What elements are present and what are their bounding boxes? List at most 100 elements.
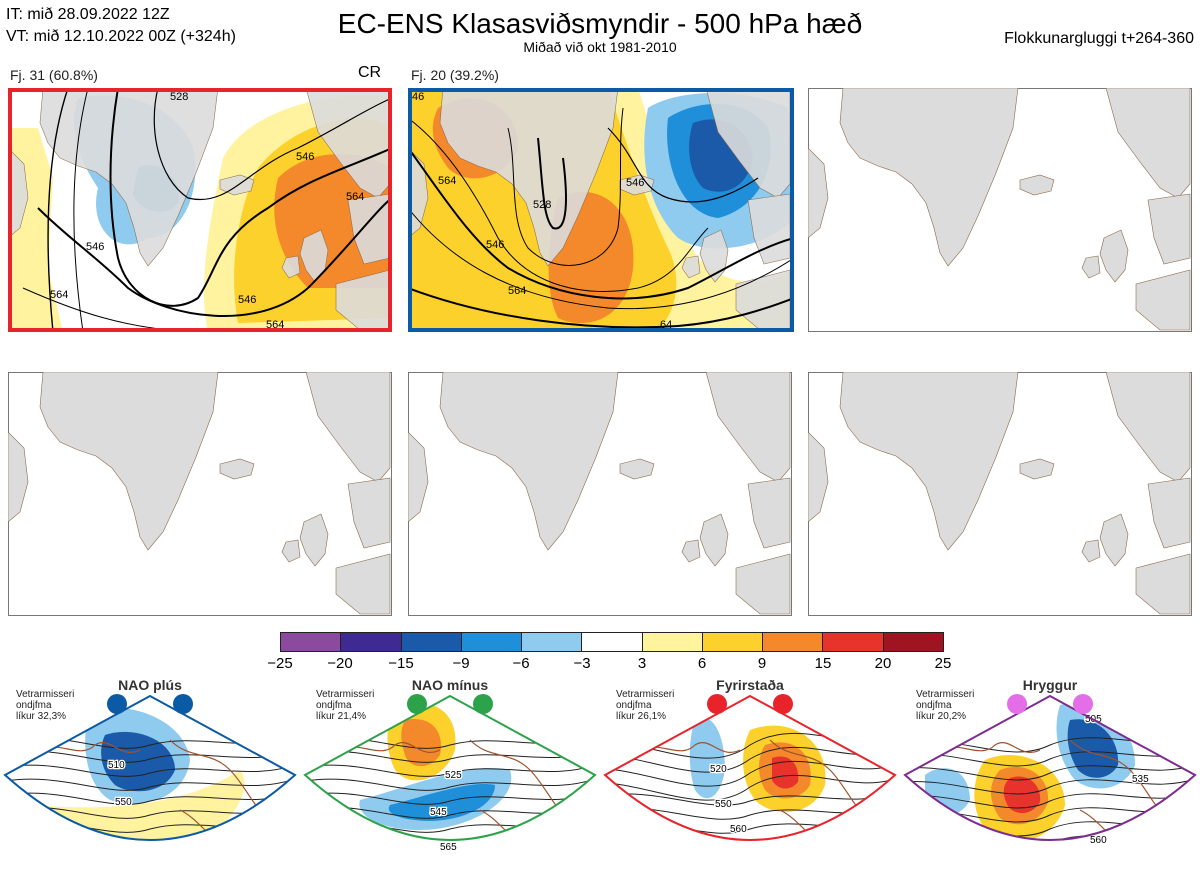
- height-contour: [905, 762, 1195, 781]
- contour-label: 550: [115, 797, 132, 808]
- contour-label: 545: [430, 807, 447, 818]
- height-contour: [600, 847, 900, 861]
- height-contour: [905, 776, 1195, 795]
- contour-label: 564: [50, 289, 68, 301]
- colorbar-swatch: [460, 632, 523, 652]
- regime-map-2: 520 550 560: [600, 694, 900, 861]
- colorbar-tick: 9: [757, 655, 767, 672]
- regime-sector-outline: [3, 694, 297, 841]
- regime-marker-dot: [173, 694, 193, 714]
- height-contour: [305, 776, 595, 791]
- regime-note-0: Vetrarmisseri ondjfma líkur 32,3%: [16, 689, 75, 722]
- height-contour: [905, 748, 1195, 767]
- regime-map-1: 525 545 565: [303, 694, 597, 854]
- regime-marker-dot: [107, 694, 127, 714]
- empty-map-2: [8, 372, 392, 616]
- contour-label: 525: [445, 770, 462, 781]
- regime-marker-dot: [707, 694, 727, 714]
- cluster-2-map: 46 528 546 546 564 564 64: [408, 88, 794, 332]
- regime-marker-dot: [773, 694, 793, 714]
- contour-label: 564: [346, 191, 364, 203]
- contour-label: 546: [486, 239, 504, 251]
- regime-marker-dot: [1073, 694, 1093, 714]
- regime-sector-outline: [903, 694, 1197, 841]
- classification-window: Flokkunargluggi t+264-360: [1004, 30, 1194, 47]
- contour-label: 46: [412, 91, 424, 103]
- cluster-1-map: 528 546 546 564 564 546 564: [8, 88, 392, 332]
- contour-label: 560: [730, 824, 747, 835]
- colorbar-swatch: [822, 632, 884, 652]
- page-title: EC-ENS Klasasviðsmyndir - 500 hPa hæð: [337, 8, 863, 39]
- colorbar-tick: 25: [934, 655, 952, 672]
- regime-title-3: Hryggur: [1022, 677, 1078, 693]
- colorbar-tick: −3: [573, 655, 591, 672]
- height-contour: [5, 790, 295, 805]
- contour-label: 546: [296, 151, 314, 163]
- anomaly-shade: [1067, 719, 1119, 778]
- colorbar-swatch: [521, 632, 583, 652]
- height-contour: [605, 790, 895, 806]
- height-contour: [0, 847, 300, 860]
- colorbar-tick: −25: [267, 655, 293, 672]
- contour-label: 565: [440, 842, 457, 853]
- contour-label: 560: [1090, 835, 1107, 846]
- contour-label: 535: [1132, 774, 1149, 785]
- height-contour: [5, 776, 295, 791]
- regime-sector-outline: [303, 694, 597, 841]
- regime-note-1: Vetrarmisseri ondjfma líkur 21,4%: [316, 689, 375, 722]
- anomaly-shade: [772, 756, 799, 789]
- height-contour: [5, 748, 295, 763]
- regime-sector-outline: [603, 694, 897, 841]
- page-subtitle: Miðað við okt 1981-2010: [523, 39, 677, 55]
- colorbar-swatch: [641, 632, 703, 652]
- colorbar-swatch: [701, 632, 764, 652]
- regime-title-0: NAO plús: [118, 677, 182, 693]
- colorbar-swatch: [280, 632, 342, 652]
- height-contour: [905, 790, 1195, 809]
- cluster-1-label: Fj. 31 (60.8%): [10, 67, 98, 83]
- height-contour: [305, 748, 595, 763]
- colorbar-tick: −6: [512, 655, 530, 672]
- colorbar-tick: 3: [637, 655, 647, 672]
- contour-label: 510: [108, 760, 125, 771]
- contour-label: 564: [438, 175, 456, 187]
- cluster-1-frame: [8, 88, 392, 332]
- contour-label: 528: [533, 199, 551, 211]
- regime-note-3: Vetrarmisseri ondjfma líkur 20,2%: [916, 689, 975, 722]
- cluster-2-frame: [408, 88, 794, 332]
- colorbar-tick: 20: [874, 655, 892, 672]
- height-contour: [305, 790, 595, 805]
- colorbar-tick: −20: [327, 655, 353, 672]
- contour-label: 528: [170, 91, 188, 103]
- colorbar-tick: 6: [697, 655, 707, 672]
- cluster-1-tag: CR: [358, 64, 382, 81]
- regime-marker-dot: [1007, 694, 1027, 714]
- height-contour: [900, 847, 1200, 864]
- colorbar-swatch: [882, 632, 944, 652]
- regime-note-2: Vetrarmisseri ondjfma líkur 26,1%: [616, 689, 675, 722]
- height-contour: [305, 762, 595, 777]
- anomaly-shade: [1003, 776, 1041, 814]
- empty-map-3: [408, 372, 792, 616]
- height-contour: [5, 762, 295, 777]
- height-contour: [605, 774, 895, 801]
- regime-title-2: Fyrirstaða: [716, 677, 784, 693]
- contour-label: 564: [508, 285, 526, 297]
- height-contour: [605, 760, 895, 787]
- regime-title-1: NAO mínus: [411, 677, 489, 693]
- colorbar-swatch: [581, 632, 643, 652]
- issue-time: IT: mið 28.09.2022 12Z: [6, 6, 170, 23]
- regime-marker-dot: [407, 694, 427, 714]
- cluster-2-label: Fj. 20 (39.2%): [411, 67, 499, 83]
- colorbar-tick: 15: [814, 655, 832, 672]
- contour-label: 520: [710, 764, 727, 775]
- colorbar-tick: −9: [452, 655, 470, 672]
- contour-label: 546: [238, 294, 256, 306]
- colorbar-swatch: [762, 632, 824, 652]
- colorbar-tick: −15: [388, 655, 414, 672]
- colorbar-swatch: [340, 632, 402, 652]
- regime-marker-dot: [473, 694, 493, 714]
- contour-label: 546: [626, 177, 644, 189]
- anomaly-shade: [401, 719, 441, 767]
